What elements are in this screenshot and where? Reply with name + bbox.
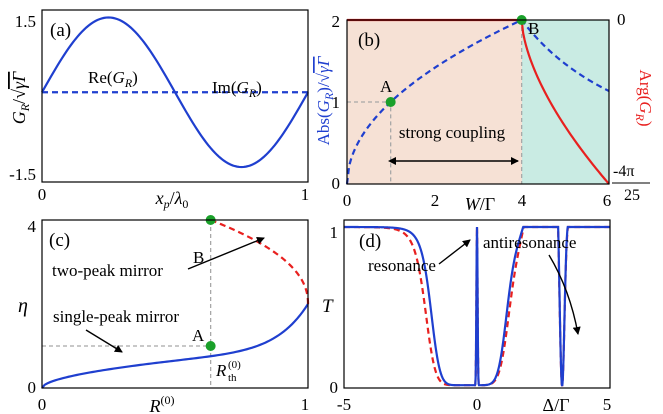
panel-d-xlabel: Δ/Γ xyxy=(543,395,570,414)
panel-a-label: (a) xyxy=(50,20,71,41)
antiresonance-label: antiresonance xyxy=(483,233,576,252)
two-peak-mirror-arrow xyxy=(187,236,265,270)
panel-b-ytick-left-0: 0 xyxy=(332,174,341,193)
panel-b-ytick-right-num: -4π xyxy=(613,163,634,180)
panel-c-series-single-peak xyxy=(41,303,309,389)
panel-d-ylabel: T xyxy=(322,296,334,317)
panel-b-xtick-6: 6 xyxy=(603,191,612,210)
panel-a-xtick-1: 1 xyxy=(301,185,310,204)
panel-a-xlabel: xp/λ0 xyxy=(155,188,189,211)
panel-a-ytick-bottom: -1.5 xyxy=(9,165,36,184)
panel-b-frame xyxy=(346,19,610,185)
panel-c-point-b-label: B xyxy=(193,248,204,267)
panel-b-ytick-right-den: 25 xyxy=(624,187,640,204)
panel-d-ytick-0: 0 xyxy=(330,378,339,397)
panel-b-ytick-right-0: 0 xyxy=(617,10,626,29)
panel-b-ylabel-right: Arg(GR) xyxy=(633,69,655,126)
panel-a-xtick-0: 0 xyxy=(38,185,47,204)
single-peak-mirror-arrow xyxy=(85,329,123,353)
panel-b-point-b-label: B xyxy=(528,19,539,38)
panel-b-xtick-0: 0 xyxy=(343,191,352,210)
panel-c-rth-sup: (0) xyxy=(228,359,241,371)
panel-a-ytick-top: 1.5 xyxy=(15,12,36,31)
antiresonance-arrow xyxy=(548,254,581,335)
panel-c-point-a xyxy=(205,341,216,351)
panel-c-label: (c) xyxy=(49,230,70,251)
panel-d-label: (d) xyxy=(359,231,381,252)
panel-b-point-a-label: A xyxy=(380,77,393,96)
panel-b: strong coupling (b) A B 2 1 0 0 2 4 6 W/… xyxy=(314,10,655,214)
panel-b-ytick-left-1: 1 xyxy=(332,93,341,112)
panel-c: (c) B A two-peak mirror single-peak mirr… xyxy=(18,215,309,414)
strong-coupling-label: strong coupling xyxy=(399,123,506,142)
panel-c-ytick-0: 0 xyxy=(28,378,37,397)
panel-b-xtick-2: 2 xyxy=(431,191,440,210)
panel-c-xtick-0: 0 xyxy=(38,395,47,414)
panel-c-rth-sub: th xyxy=(228,372,237,384)
panel-d-frame xyxy=(343,219,611,389)
panel-d-xtick-m5: -5 xyxy=(337,395,351,414)
panel-c-xtick-1: 1 xyxy=(301,395,310,414)
panel-a-series-label-im: Im(GR) xyxy=(212,78,262,100)
resonance-label: resonance xyxy=(368,256,436,275)
single-peak-mirror-label: single-peak mirror xyxy=(53,307,179,326)
two-peak-mirror-label: two-peak mirror xyxy=(52,261,163,280)
panel-b-label: (b) xyxy=(358,30,380,51)
panel-a-series-label-re: Re(GR) xyxy=(88,68,138,90)
panel-d-series-solid xyxy=(344,225,611,387)
panel-a-ylabel: GR/√γΓ xyxy=(9,71,32,124)
panel-b-region-strong xyxy=(522,20,609,184)
panel-d-xtick-0: 0 xyxy=(473,395,482,414)
panel-a-frame xyxy=(41,9,309,183)
panel-c-point-a-label: A xyxy=(192,326,205,345)
panel-d: (d) resonance antiresonance 1 0 -5 0 5 Δ… xyxy=(322,219,612,414)
panel-b-xtick-4: 4 xyxy=(518,191,527,210)
panel-c-ylabel: η xyxy=(18,295,28,317)
panel-c-frame xyxy=(41,219,309,389)
panel-d-xtick-5: 5 xyxy=(603,395,612,414)
panel-d-ytick-1: 1 xyxy=(330,223,339,242)
panel-b-xlabel: W/Γ xyxy=(465,194,495,214)
panel-b-series-arg xyxy=(347,18,610,185)
panel-b-point-a xyxy=(385,97,396,107)
panel-c-series-two-peak xyxy=(210,218,310,305)
panel-b-ylabel-left: Abs(GR)/√γΓ xyxy=(314,55,336,145)
panel-c-ytick-4: 4 xyxy=(28,217,37,236)
resonance-arrow xyxy=(438,239,471,265)
panel-c-xlabel: R(0) xyxy=(149,393,175,414)
panel-c-rth-label: R xyxy=(215,361,227,380)
panel-a: (a) 1.5 -1.5 0 1 xp/λ0 GR/√γΓ Re(GR) Im(… xyxy=(9,9,310,211)
panel-b-ytick-left-2: 2 xyxy=(332,12,341,31)
